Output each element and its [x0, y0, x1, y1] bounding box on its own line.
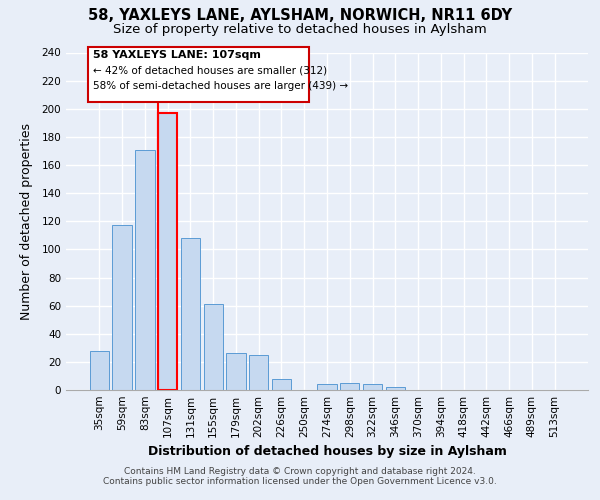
Text: 58% of semi-detached houses are larger (439) →: 58% of semi-detached houses are larger (…: [93, 80, 348, 90]
Bar: [90, 350, 109, 390]
Bar: [226, 354, 245, 390]
Y-axis label: Number of detached properties: Number of detached properties: [20, 122, 33, 320]
Bar: [135, 150, 155, 390]
X-axis label: Distribution of detached houses by size in Aylsham: Distribution of detached houses by size …: [148, 446, 506, 458]
Bar: [340, 383, 359, 390]
Text: Contains public sector information licensed under the Open Government Licence v3: Contains public sector information licen…: [103, 477, 497, 486]
Bar: [249, 355, 268, 390]
Bar: [386, 387, 405, 390]
Text: ← 42% of detached houses are smaller (312): ← 42% of detached houses are smaller (31…: [93, 65, 327, 75]
Text: 58, YAXLEYS LANE, AYLSHAM, NORWICH, NR11 6DY: 58, YAXLEYS LANE, AYLSHAM, NORWICH, NR11…: [88, 8, 512, 22]
Bar: [203, 304, 223, 390]
FancyBboxPatch shape: [88, 47, 309, 102]
Text: 58 YAXLEYS LANE: 107sqm: 58 YAXLEYS LANE: 107sqm: [93, 50, 261, 59]
Bar: [317, 384, 337, 390]
Bar: [112, 226, 132, 390]
Bar: [363, 384, 382, 390]
Text: Contains HM Land Registry data © Crown copyright and database right 2024.: Contains HM Land Registry data © Crown c…: [124, 467, 476, 476]
Text: Size of property relative to detached houses in Aylsham: Size of property relative to detached ho…: [113, 22, 487, 36]
Bar: [158, 113, 178, 390]
Bar: [272, 379, 291, 390]
Bar: [181, 238, 200, 390]
